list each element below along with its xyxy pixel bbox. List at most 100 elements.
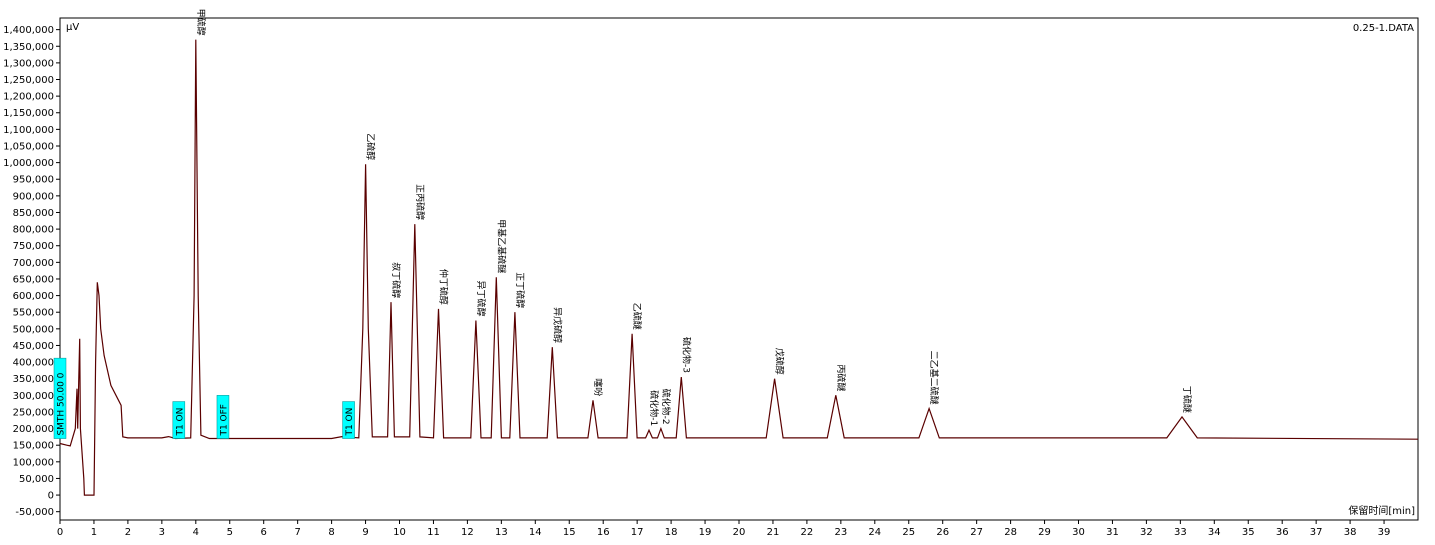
y-tick-label: 300,000: [13, 391, 54, 402]
peak-label: 乙硫醚: [631, 303, 643, 330]
x-tick-label: 30: [1072, 527, 1085, 538]
x-tick-label: 31: [1106, 527, 1119, 538]
trace: [59, 39, 1419, 496]
x-tick-label: 21: [767, 527, 780, 538]
y-tick-label: 700,000: [13, 258, 54, 269]
y-tick-label: 950,000: [13, 175, 54, 186]
peak-label: 硫化物-3: [680, 337, 692, 373]
x-tick-label: 19: [699, 527, 712, 538]
y-tick-label: 1,200,000: [3, 92, 54, 103]
x-tick-label: 24: [868, 527, 881, 538]
x-tick-label: 20: [733, 527, 746, 538]
y-tick-label: 750,000: [13, 241, 54, 252]
x-tick-label: 34: [1208, 527, 1221, 538]
event-label: T1 ON: [345, 408, 355, 437]
x-tick-label: 33: [1174, 527, 1187, 538]
x-tick-label: 1: [91, 527, 97, 538]
y-tick-label: 500,000: [13, 324, 54, 335]
x-tick-label: 12: [461, 527, 474, 538]
y-tick-label: -50,000: [15, 507, 54, 518]
x-tick-label: 3: [159, 527, 165, 538]
event-marker: T1 OFF: [216, 395, 229, 439]
peak-label: 丁硫醚: [1181, 386, 1193, 413]
x-tick-label: 32: [1140, 527, 1153, 538]
y-tick-label: 50,000: [19, 474, 54, 485]
x-tick-label: 22: [801, 527, 814, 538]
event-label: T1 OFF: [219, 404, 229, 437]
x-tick-label: 11: [427, 527, 440, 538]
y-tick-label: 1,300,000: [3, 58, 54, 69]
y-tick-label: 150,000: [13, 441, 54, 452]
peak-label: 异丁硫醇: [475, 281, 487, 317]
x-tick-label: 39: [1378, 527, 1391, 538]
y-tick-label: 1,100,000: [3, 125, 54, 136]
peak-label: 硫化物-1: [648, 390, 660, 426]
event-marker: SMTH 50.00 0: [53, 357, 67, 439]
peak-label: 噻吩: [592, 378, 604, 396]
x-tick-label: 27: [970, 527, 983, 538]
event-box: [342, 401, 355, 439]
x-tick-label: 37: [1310, 527, 1323, 538]
event-box: [172, 401, 186, 439]
x-tick-label: 18: [665, 527, 678, 538]
peak-label: 甲硫醇: [195, 9, 207, 36]
peak-label: 乙硫醇: [365, 133, 377, 160]
y-tick-label: 1,400,000: [3, 25, 54, 36]
peak-label: 仲丁硫醇: [438, 269, 450, 305]
x-tick-label: 14: [529, 527, 542, 538]
x-tick-label: 0: [57, 527, 63, 538]
y-tick-label: 800,000: [13, 225, 54, 236]
peak-label: 硫化物-2: [660, 389, 672, 425]
y-tick-label: 550,000: [13, 308, 54, 319]
y-tick-label: 0: [48, 491, 54, 502]
peak-label: 戊硫醇: [774, 348, 786, 375]
event-label: T1 ON: [175, 408, 185, 437]
y-tick-label: 1,050,000: [3, 141, 54, 152]
x-tick-label: 5: [227, 527, 233, 538]
peak-label: 甲基乙基硫醚: [495, 219, 507, 273]
x-tick-label: 25: [902, 527, 915, 538]
x-tick-label: 2: [125, 527, 131, 538]
y-tick-label: 1,000,000: [3, 158, 54, 169]
event-box: [53, 357, 67, 439]
chart-title: 0.25-1.DATA: [1353, 23, 1414, 34]
x-tick-label: 15: [563, 527, 576, 538]
y-tick-label: 350,000: [13, 374, 54, 385]
y-tick-label: 1,250,000: [3, 75, 54, 86]
x-tick-label: 35: [1242, 527, 1255, 538]
event-label: SMTH 50.00 0: [57, 372, 67, 435]
x-tick-label: 9: [362, 527, 368, 538]
peak-label: 正丁硫醇: [514, 272, 526, 308]
y-tick-label: 1,150,000: [3, 108, 54, 119]
y-axis-label: μV: [66, 22, 79, 33]
peak-label: 二乙基二硫醚: [928, 351, 940, 405]
y-tick-label: 100,000: [13, 457, 54, 468]
plot-frame: [59, 17, 1419, 521]
y-tick-label: 600,000: [13, 291, 54, 302]
x-tick-label: 28: [1004, 527, 1017, 538]
x-axis-label: 保留时间[min]: [1348, 504, 1415, 517]
event-marker: T1 ON: [342, 401, 355, 439]
peak-label: 异戊硫醇: [551, 307, 563, 343]
peak-label: 正丙硫醇: [414, 184, 426, 220]
y-tick-label: 450,000: [13, 341, 54, 352]
x-tick-label: 16: [597, 527, 610, 538]
y-tick-label: 200,000: [13, 424, 54, 435]
x-tick-label: 38: [1344, 527, 1357, 538]
peak-label: 丙硫醚: [835, 364, 847, 391]
x-tick-label: 36: [1276, 527, 1289, 538]
event-marker: T1 ON: [172, 401, 186, 439]
y-tick-label: 650,000: [13, 274, 54, 285]
y-tick-label: 400,000: [13, 358, 54, 369]
x-tick-label: 7: [294, 527, 300, 538]
x-tick-label: 26: [936, 527, 949, 538]
x-tick-label: 10: [393, 527, 406, 538]
x-tick-label: 6: [261, 527, 267, 538]
y-tick-label: 900,000: [13, 191, 54, 202]
y-tick-label: 850,000: [13, 208, 54, 219]
peak-label: 叔丁硫醇: [390, 262, 402, 298]
x-tick-label: 8: [328, 527, 334, 538]
y-tick-label: 250,000: [13, 407, 54, 418]
y-tick-label: 1,350,000: [3, 42, 54, 53]
